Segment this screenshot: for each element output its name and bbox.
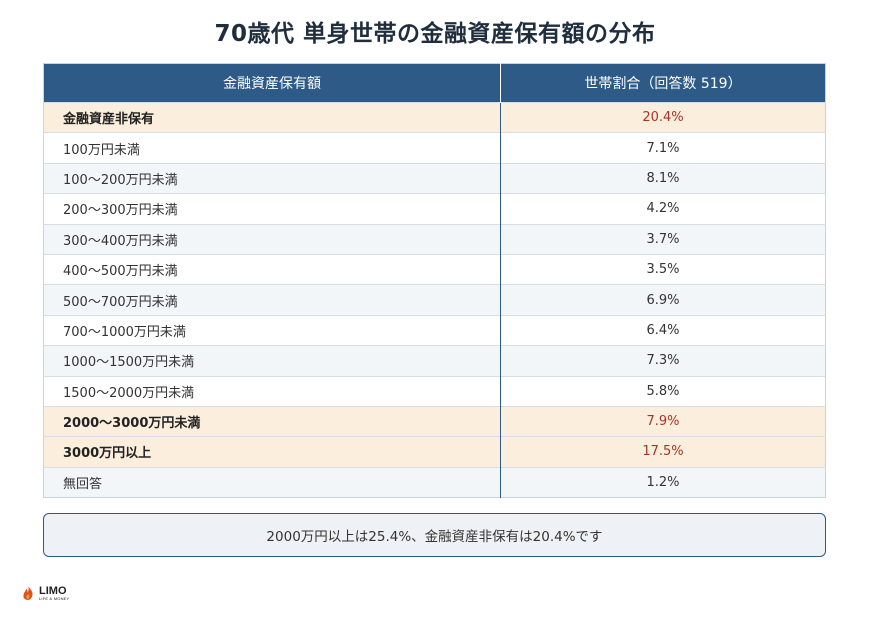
share-cell: 20.4%	[500, 101, 826, 133]
share-cell: 7.3%	[500, 345, 826, 377]
table-row: 400～500万円未満 3.5%	[43, 253, 826, 285]
summary-note: 2000万円以上は25.4%、金融資産非保有は20.4%です	[43, 513, 826, 557]
share-cell: 3.7%	[500, 223, 826, 255]
table-row: 700～1000万円未満 6.4%	[43, 314, 826, 346]
table-row: 1500～2000万円未満 5.8%	[43, 375, 826, 407]
share-cell: 1.2%	[500, 466, 826, 498]
share-cell: 6.9%	[500, 284, 826, 316]
amount-cell: 100万円未満	[43, 132, 501, 164]
amount-cell: 500～700万円未満	[43, 284, 501, 316]
share-cell: 4.2%	[500, 193, 826, 225]
amount-cell: 無回答	[43, 466, 501, 498]
table-row: 3000万円以上 17.5%	[43, 436, 826, 468]
table-row: 2000～3000万円未満 7.9%	[43, 405, 826, 437]
amount-cell: 400～500万円未満	[43, 253, 501, 285]
share-cell: 7.1%	[500, 132, 826, 164]
amount-cell: 2000～3000万円未満	[43, 405, 501, 437]
limo-logo: LIMO LIFE & MONEY	[20, 585, 69, 601]
column-header-amount: 金融資産保有額	[43, 63, 501, 103]
logo-word: LIMO	[39, 584, 67, 597]
amount-cell: 100～200万円未満	[43, 162, 501, 194]
page-title: 70歳代 単身世帯の金融資産保有額の分布	[214, 21, 656, 47]
table-row: 100万円未満 7.1%	[43, 132, 826, 164]
amount-cell: 300～400万円未満	[43, 223, 501, 255]
table-row: 金融資産非保有 20.4%	[43, 101, 826, 133]
table-row: 無回答 1.2%	[43, 466, 826, 498]
distribution-table: 金融資産保有額 世帯割合（回答数 519） 金融資産非保有 20.4% 100万円未…	[43, 63, 826, 499]
column-header-share: 世帯割合（回答数 519）	[500, 63, 826, 103]
logo-subtitle: LIFE & MONEY	[39, 595, 70, 601]
table-row: 100～200万円未満 8.1%	[43, 162, 826, 194]
share-cell: 17.5%	[500, 436, 826, 468]
share-cell: 6.4%	[500, 314, 826, 346]
share-cell: 3.5%	[500, 253, 826, 285]
share-cell: 8.1%	[500, 162, 826, 194]
amount-cell: 200～300万円未満	[43, 193, 501, 225]
table-row: 200～300万円未満 4.2%	[43, 193, 826, 225]
table-header-row: 金融資産保有額 世帯割合（回答数 519）	[43, 63, 826, 103]
amount-cell: 1000～1500万円未満	[43, 345, 501, 377]
table-row: 500～700万円未満 6.9%	[43, 284, 826, 316]
amount-cell: 金融資産非保有	[43, 101, 501, 133]
amount-cell: 3000万円以上	[43, 436, 501, 468]
table-row: 300～400万円未満 3.7%	[43, 223, 826, 255]
table-row: 1000～1500万円未満 7.3%	[43, 345, 826, 377]
amount-cell: 700～1000万円未満	[43, 314, 501, 346]
amount-cell: 1500～2000万円未満	[43, 375, 501, 407]
share-cell: 5.8%	[500, 375, 826, 407]
limo-flame-icon	[23, 586, 33, 600]
share-cell: 7.9%	[500, 405, 826, 437]
